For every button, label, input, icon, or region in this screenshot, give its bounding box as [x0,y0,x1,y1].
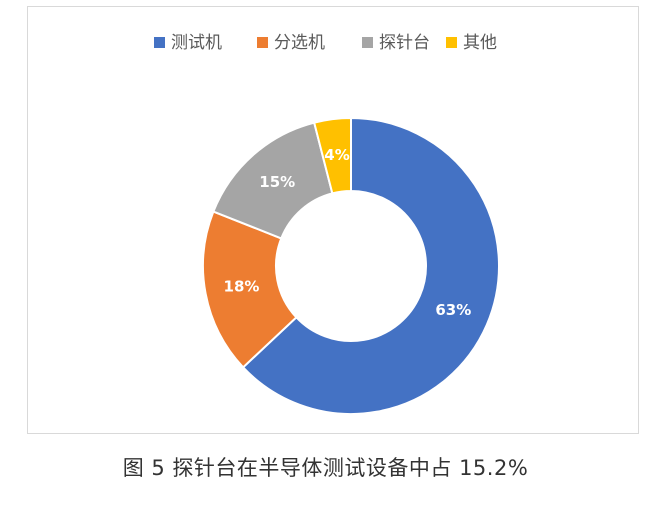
donut-slice-4 [312,116,352,195]
legend-item-3: 探针台 [362,33,430,53]
legend-label-3: 探针台 [379,33,430,53]
legend-label-1: 测试机 [171,33,222,53]
legend-item-4: 其他 [446,33,497,53]
legend-item-2: 分选机 [257,33,325,53]
slice-labels: 63% 18% 15% 4% [224,146,472,319]
slice-label-4: 4% [324,146,349,164]
donut-slice-1 [241,116,500,415]
slice-label-1: 63% [435,301,471,319]
donut-slices [202,116,500,415]
legend-item-1: 测试机 [154,33,222,53]
legend-label-2: 分选机 [274,33,325,53]
chart-area: 测试机 分选机 探针台 其他 63% 18% 15% 4% [27,6,639,434]
figure-caption: 图 5 探针台在半导体测试设备中占 15.2% [122,456,529,480]
legend-swatch-3 [362,37,373,48]
slice-label-2: 18% [224,277,260,295]
donut-chart: 测试机 分选机 探针台 其他 63% 18% 15% 4% [154,33,500,415]
chart-legend: 测试机 分选机 探针台 其他 [154,33,497,53]
legend-swatch-1 [154,37,165,48]
legend-swatch-4 [446,37,457,48]
slice-label-3: 15% [259,173,295,191]
legend-label-4: 其他 [463,33,497,53]
legend-swatch-2 [257,37,268,48]
donut-slice-2 [202,210,298,369]
